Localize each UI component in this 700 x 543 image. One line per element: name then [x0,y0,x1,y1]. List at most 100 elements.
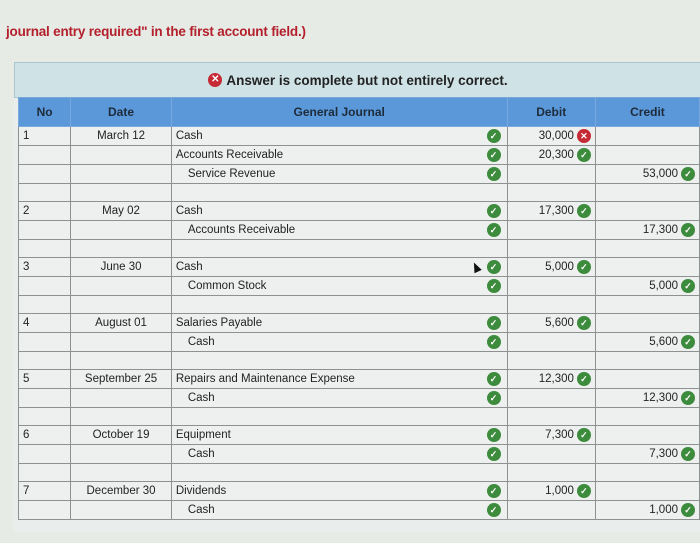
credit-field[interactable] [594,369,700,389]
empty-cell[interactable] [594,407,700,426]
debit-field[interactable]: 30,000 ✕ [506,126,596,146]
entry-date[interactable] [70,500,172,520]
table-row: Service Revenue ✓ 53,000 ✓ [17,164,700,184]
account-field[interactable]: Cash ✓ [170,126,508,146]
empty-cell[interactable] [594,239,700,258]
credit-field[interactable]: 1,000 ✓ [594,500,700,520]
credit-field[interactable]: 12,300 ✓ [594,388,700,408]
credit-field[interactable] [594,145,700,165]
empty-cell[interactable] [594,463,700,482]
account-field[interactable]: Repairs and Maintenance Expense ✓ [170,369,508,389]
account-field[interactable]: Cash ✓ [170,257,508,277]
account-field[interactable]: Equipment ✓ [170,425,508,445]
empty-cell[interactable] [170,239,508,258]
credit-field[interactable] [594,257,700,277]
journal-body: 1 March 12 Cash ✓ 30,000 ✕ Accounts Recei… [17,126,700,520]
entry-date[interactable] [70,220,172,240]
empty-cell[interactable] [506,351,596,370]
credit-field[interactable]: 53,000 ✓ [594,164,700,184]
entry-date[interactable]: December 30 [70,481,172,501]
check-circle-icon: ✓ [576,148,591,162]
account-field[interactable]: Cash ✓ [170,444,508,464]
account-field[interactable]: Accounts Receivable ✓ [170,145,508,165]
account-name: Repairs and Maintenance Expense [175,373,355,385]
empty-cell[interactable] [594,295,700,314]
empty-cell[interactable] [594,183,700,202]
debit-field[interactable]: 5,600 ✓ [506,313,596,333]
empty-cell[interactable] [170,463,508,482]
entry-number [17,444,72,464]
empty-cell [17,463,72,482]
account-field[interactable]: Cash ✓ [170,388,508,408]
account-field[interactable]: Dividends ✓ [170,481,508,501]
debit-amount: 1,000 [545,485,574,497]
credit-field[interactable] [594,481,700,501]
entry-date[interactable] [70,276,172,296]
debit-field[interactable]: 17,300 ✓ [506,201,596,221]
empty-cell[interactable] [594,351,700,370]
entry-date[interactable]: September 25 [70,369,172,389]
check-circle-icon: ✓ [486,428,501,442]
empty-cell[interactable] [170,351,508,370]
credit-field[interactable] [594,201,700,221]
debit-field[interactable] [506,500,596,520]
account-field[interactable]: Cash ✓ [170,332,508,352]
debit-field[interactable] [506,220,596,240]
entry-date[interactable] [70,164,172,184]
empty-cell[interactable] [506,183,596,202]
debit-field[interactable] [506,276,596,296]
credit-field[interactable] [594,313,700,333]
empty-cell[interactable] [170,183,508,202]
credit-field[interactable]: 5,000 ✓ [594,276,700,296]
entry-date[interactable]: August 01 [70,313,172,333]
account-field[interactable]: Common Stock ✓ [170,276,508,296]
empty-cell[interactable] [170,295,508,314]
account-name: Cash [187,504,215,516]
answer-status-banner: ✕ Answer is complete but not entirely co… [14,62,700,98]
table-header-row: No Date General Journal Debit Credit [17,97,700,127]
column-header-general-journal: General Journal [170,97,508,127]
account-name: Common Stock [187,280,267,292]
debit-amount: 7,300 [545,429,574,441]
debit-field[interactable] [506,388,596,408]
entry-date[interactable] [70,332,172,352]
empty-cell[interactable] [170,407,508,426]
debit-field[interactable] [506,332,596,352]
entry-date[interactable] [70,444,172,464]
account-field[interactable]: Service Revenue ✓ [170,164,508,184]
column-header-debit: Debit [506,97,596,127]
credit-field[interactable] [594,126,700,146]
account-field[interactable]: Cash ✓ [170,201,508,221]
entry-date[interactable]: June 30 [70,257,172,277]
entry-date[interactable] [70,388,172,408]
empty-cell[interactable] [506,463,596,482]
entry-date[interactable]: May 02 [70,201,172,221]
entry-date[interactable]: March 12 [70,126,172,146]
account-field[interactable]: Salaries Payable ✓ [170,313,508,333]
empty-cell[interactable] [506,407,596,426]
check-circle-icon: ✓ [486,447,501,461]
debit-field[interactable]: 20,300 ✓ [506,145,596,165]
debit-amount: 5,600 [545,317,574,329]
account-field[interactable]: Accounts Receivable ✓ [170,220,508,240]
debit-field[interactable]: 12,300 ✓ [506,369,596,389]
empty-row [17,463,700,482]
empty-cell[interactable] [506,295,596,314]
empty-cell[interactable] [506,239,596,258]
debit-field[interactable]: 5,000 ✓ [506,257,596,277]
entry-date[interactable]: October 19 [70,425,172,445]
check-circle-icon: ✓ [486,167,501,181]
column-header-no: No [17,97,72,127]
debit-field[interactable]: 1,000 ✓ [506,481,596,501]
check-circle-icon: ✓ [486,279,501,293]
debit-field[interactable] [506,164,596,184]
credit-field[interactable]: 7,300 ✓ [594,444,700,464]
debit-field[interactable] [506,444,596,464]
credit-field[interactable]: 5,600 ✓ [594,332,700,352]
check-circle-icon: ✓ [486,316,501,330]
debit-field[interactable]: 7,300 ✓ [506,425,596,445]
entry-date[interactable] [70,145,172,165]
credit-field[interactable] [594,425,700,445]
credit-field[interactable]: 17,300 ✓ [594,220,700,240]
account-field[interactable]: Cash ✓ [170,500,508,520]
